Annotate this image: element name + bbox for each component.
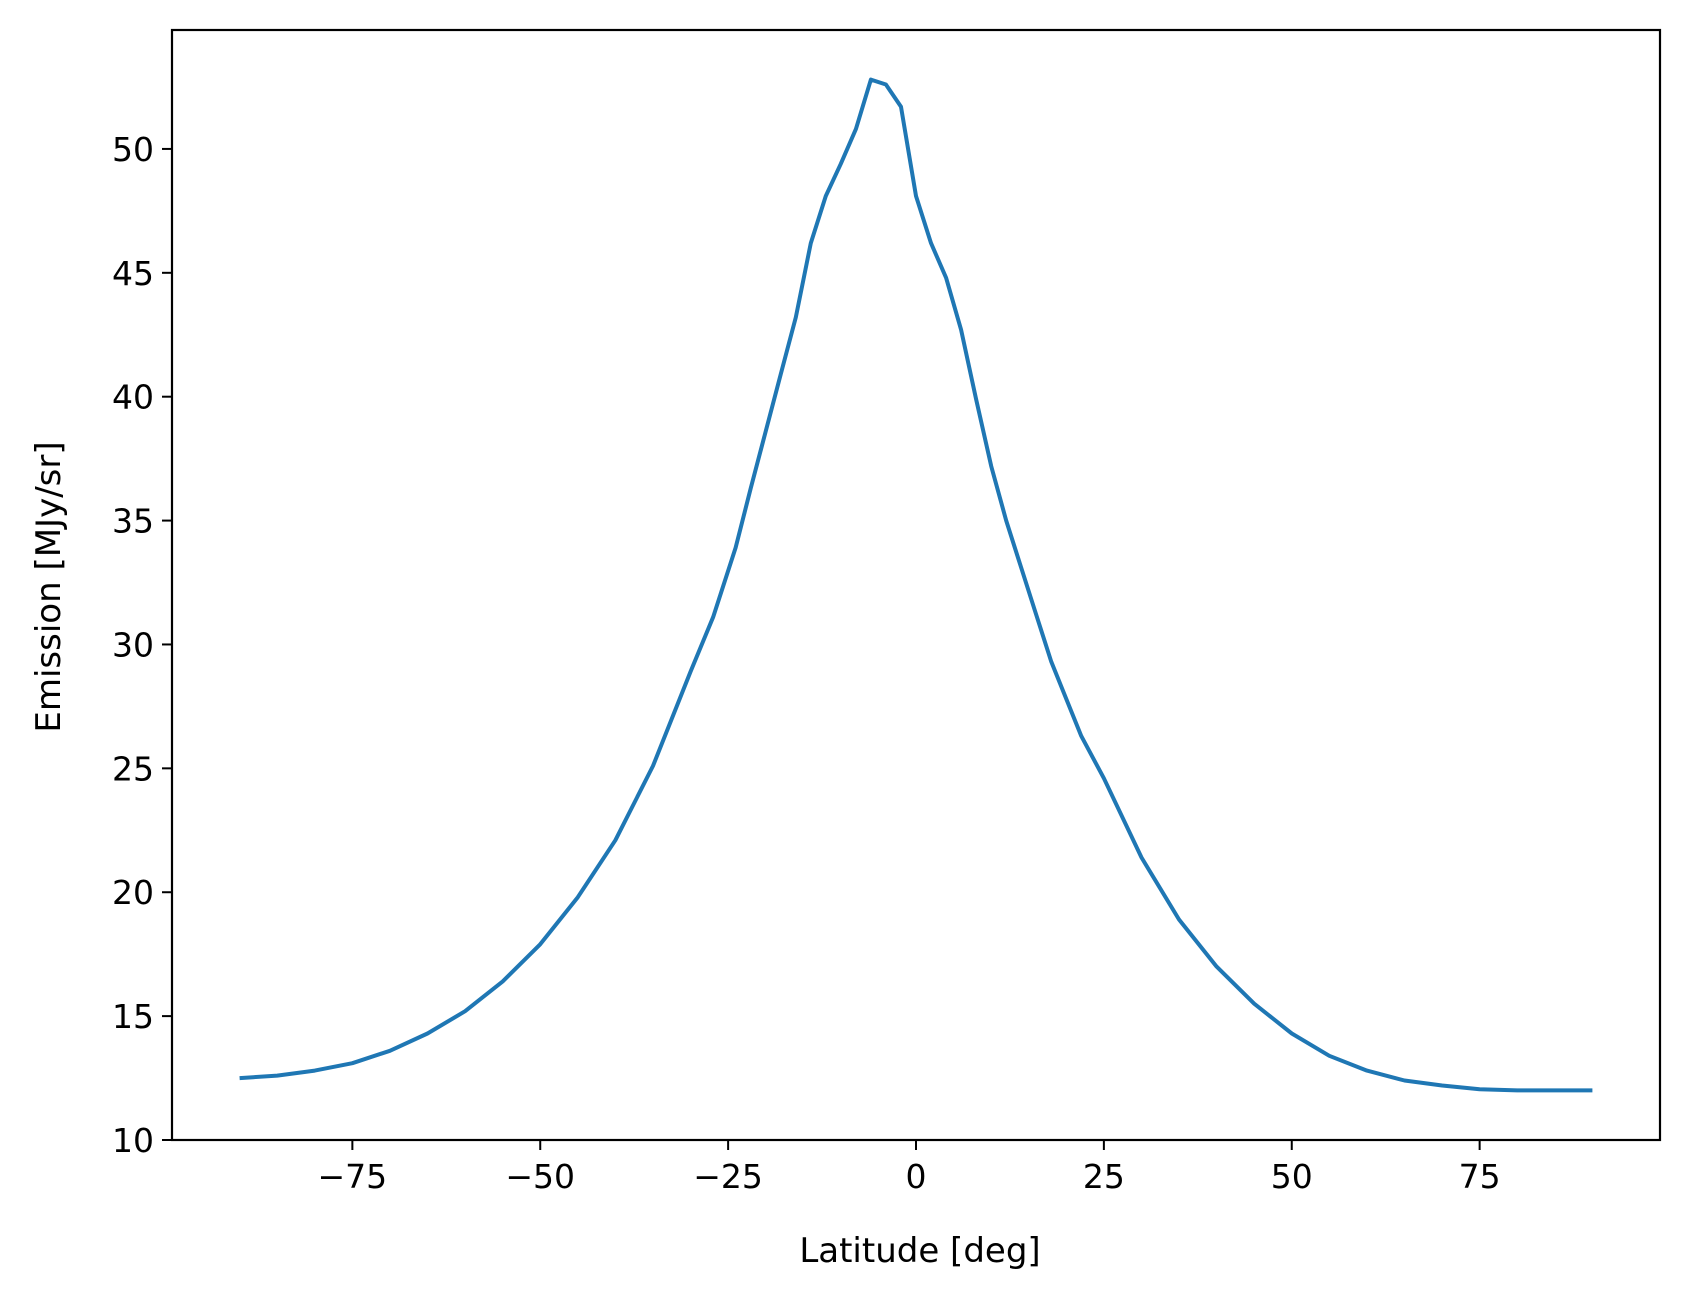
y-axis-label: Emission [MJy/sr]: [29, 441, 69, 732]
y-axis-ticks: 10 15 20 25 30 35 40 45 50: [112, 130, 172, 1160]
x-axis-label: Latitude [deg]: [799, 1231, 1040, 1271]
series-layer: [239, 77, 1593, 1093]
x-tick-label: 25: [1083, 1157, 1125, 1196]
x-tick-label: 75: [1459, 1157, 1501, 1196]
y-tick-label: 30: [112, 625, 154, 664]
x-tick-label: −50: [505, 1157, 575, 1196]
y-tick-label: 25: [112, 749, 154, 788]
y-tick-label: 35: [112, 502, 154, 541]
y-tick-label: 40: [112, 378, 154, 417]
x-axis-ticks: −75 −50 −25 0 25 50 75: [318, 1140, 1501, 1196]
x-tick-label: −75: [318, 1157, 388, 1196]
x-tick-label: −25: [693, 1157, 763, 1196]
y-tick-label: 45: [112, 254, 154, 293]
y-tick-label: 50: [112, 130, 154, 169]
x-tick-label: 0: [906, 1157, 927, 1196]
y-tick-label: 10: [112, 1121, 154, 1160]
series-line: [239, 77, 1593, 1093]
x-tick-label: 50: [1271, 1157, 1313, 1196]
y-tick-label: 20: [112, 873, 154, 912]
y-tick-label: 15: [112, 997, 154, 1036]
